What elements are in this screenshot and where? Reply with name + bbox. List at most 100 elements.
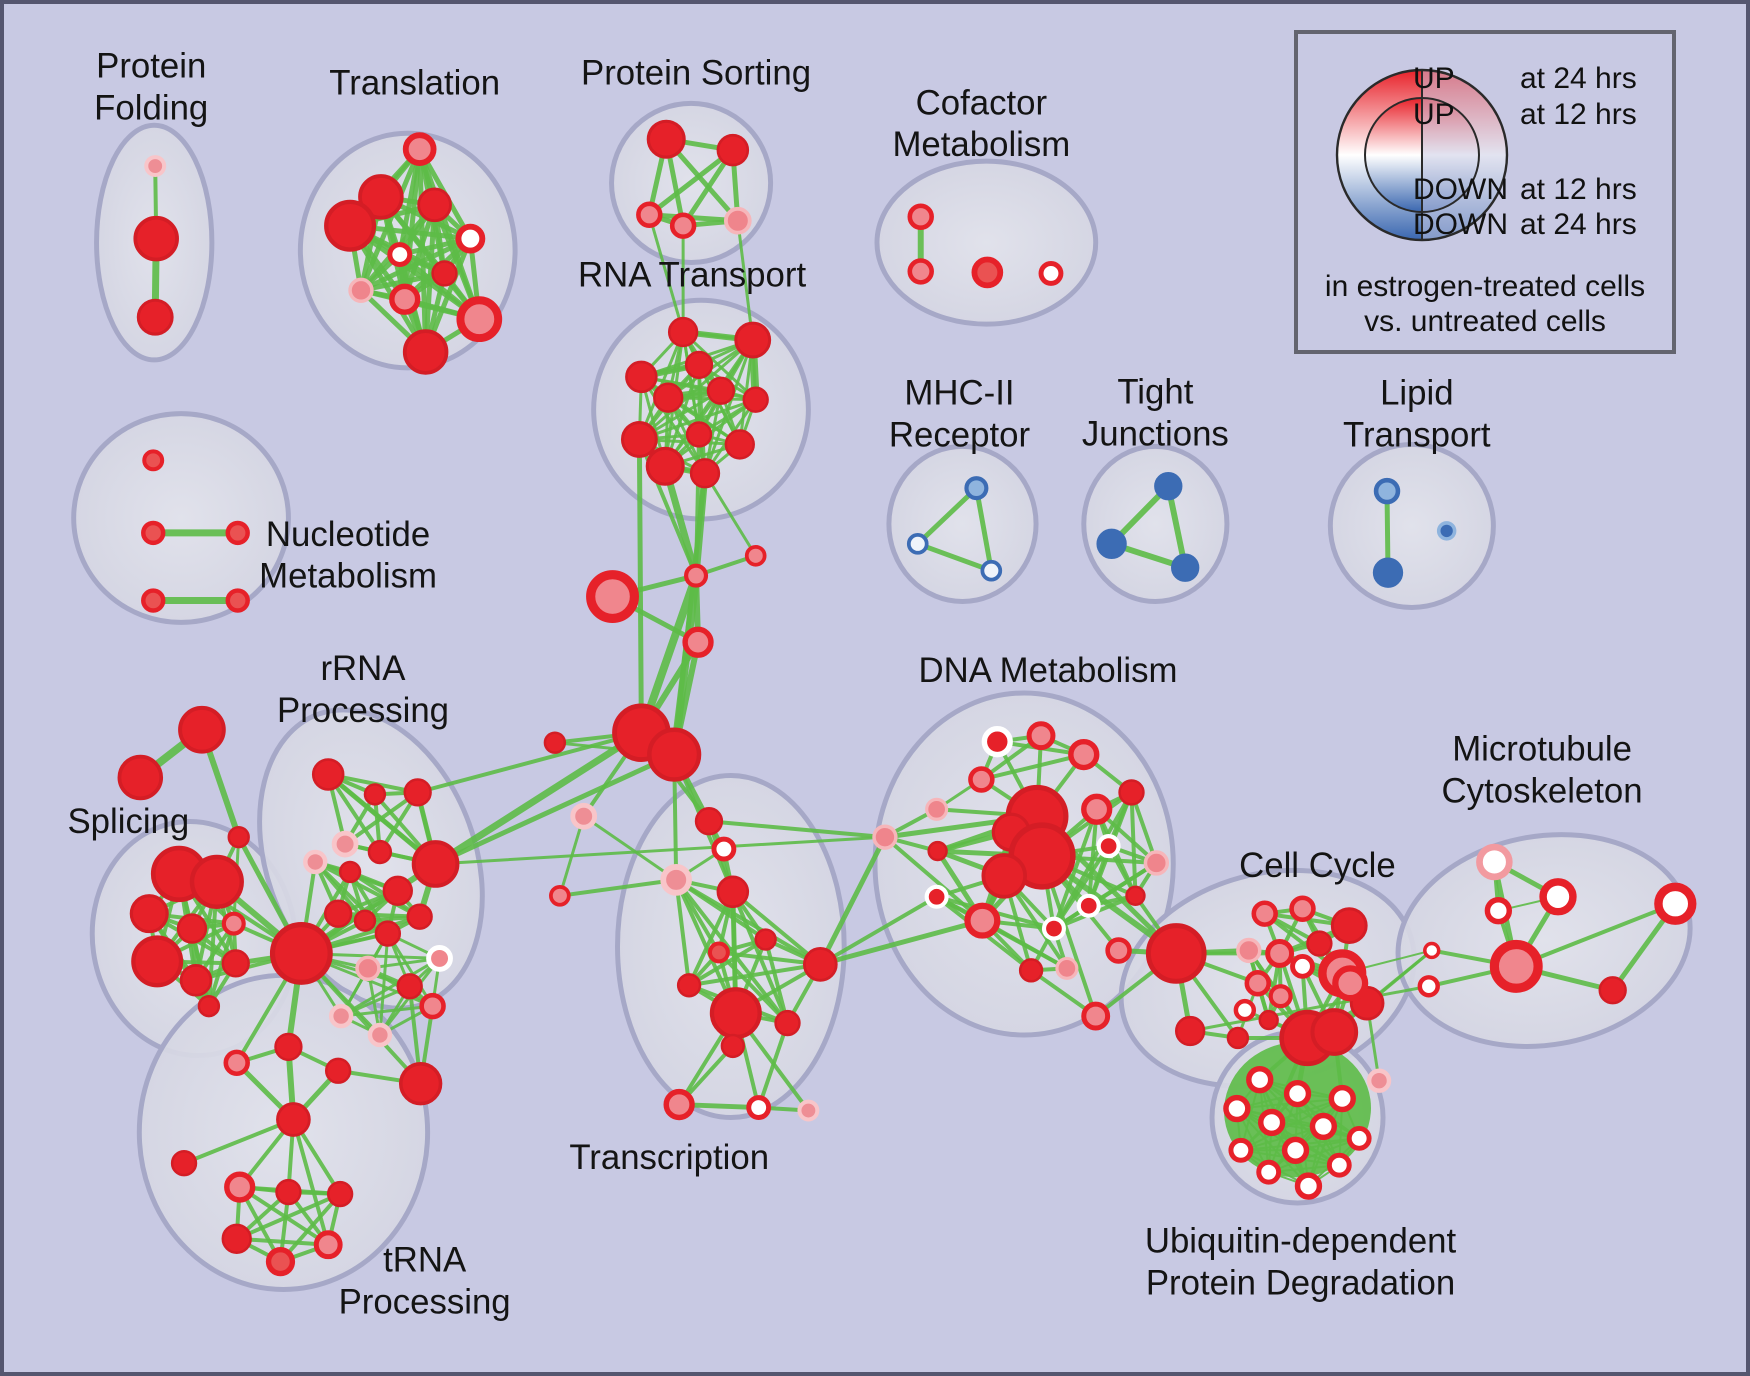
edge-r8-hb2 [433, 752, 677, 867]
node-cc3 [1330, 907, 1368, 945]
edge-ps3-rt1 [647, 213, 685, 334]
node-cc4 [1306, 930, 1333, 957]
edge-tc7-tc11 [716, 950, 790, 1026]
edge-c6-tc3 [582, 814, 678, 882]
cluster-transcription-ellipse [615, 773, 847, 1120]
node-d23 [1105, 937, 1132, 964]
node-t11 [402, 329, 449, 375]
node-m1 [964, 476, 989, 501]
node-l2 [1372, 557, 1404, 588]
node-s12 [197, 994, 221, 1018]
edge-d3-d4 [979, 752, 1086, 782]
node-n1 [142, 449, 165, 472]
edge-tc3-tc10 [674, 877, 823, 967]
legend-row-down-24: DOWN at 24 hrs [1298, 208, 1672, 244]
node-tr7 [275, 1178, 302, 1206]
node-db2 [1174, 1015, 1206, 1047]
node-r20 [398, 1062, 443, 1106]
cluster-transcription-label: Transcription [569, 1139, 769, 1177]
edge-r8-d6 [434, 835, 887, 866]
cluster-ubiquitin-degradation-label: Ubiquitin-dependent [1145, 1223, 1457, 1261]
node-tr4 [276, 1102, 311, 1137]
node-d3 [1068, 738, 1100, 771]
edge-tc3-tc8 [674, 877, 692, 988]
node-d7 [927, 840, 948, 862]
node-rt11 [645, 446, 685, 486]
cluster-lipid-transport-label: Transport [1343, 416, 1491, 454]
node-u13 [1366, 1068, 1392, 1093]
node-tc9 [709, 987, 762, 1040]
edge-m1-m2 [915, 485, 979, 547]
edge-tc8-tc10 [687, 962, 823, 988]
node-cc11 [1233, 998, 1257, 1022]
cluster-lipid-transport-label: Lipid [1380, 375, 1454, 413]
node-tj1 [1154, 472, 1183, 501]
node-u4 [1328, 1084, 1356, 1113]
node-cc14 [1310, 1008, 1359, 1056]
edge-r3-hb1 [415, 730, 644, 795]
node-d19 [1055, 956, 1079, 980]
node-d17 [1041, 916, 1066, 941]
node-cc1 [1251, 900, 1278, 927]
node-u7 [1346, 1125, 1372, 1151]
node-tc13 [663, 1088, 695, 1121]
cluster-cofactor-metabolism-label: Cofactor [916, 84, 1047, 122]
node-ps3 [636, 201, 663, 229]
node-cc10 [1268, 984, 1293, 1009]
cluster-mhc-ii-receptor-ellipse [886, 443, 1039, 604]
node-n2 [141, 520, 166, 546]
edge-tr4-tr11 [291, 1117, 331, 1247]
node-d2 [1026, 721, 1056, 751]
node-tr1 [223, 1049, 250, 1077]
cluster-translation-label: Translation [329, 64, 500, 102]
edge-rt1-rt7 [681, 330, 758, 402]
edge-t7-t8 [358, 270, 448, 293]
cluster-protein-folding-label: Protein [96, 48, 206, 86]
node-r11 [353, 909, 377, 932]
node-pf1 [144, 155, 167, 178]
node-t2 [358, 174, 404, 220]
node-rt4 [684, 350, 714, 380]
node-r1 [311, 758, 345, 791]
node-s7 [176, 913, 208, 944]
edge-m1-m3 [973, 485, 994, 574]
node-cc17 [1332, 965, 1369, 1002]
node-mt1 [1476, 843, 1513, 881]
node-t7 [431, 260, 458, 287]
legend-time-label: at 24 hrs [1520, 62, 1637, 95]
node-t3 [417, 187, 452, 223]
node-d15 [964, 902, 1001, 939]
node-cc6 [1265, 939, 1295, 968]
node-ps5 [723, 206, 752, 235]
node-d6 [872, 824, 898, 850]
cluster-tight-junctions-label: Junctions [1082, 415, 1229, 453]
node-rt9 [620, 421, 658, 458]
edge-rt7-rt9 [637, 398, 758, 441]
edge-tc10-d14 [818, 894, 939, 967]
node-s6 [129, 894, 169, 934]
edge-tr8-tr10 [278, 1192, 343, 1264]
node-c1 [684, 563, 709, 588]
legend-row-up-24: UP at 24 hrs [1298, 62, 1672, 98]
legend-direction-label: UP [1413, 62, 1455, 95]
cluster-rna-transport-label: RNA Transport [578, 256, 806, 294]
node-r13 [406, 903, 433, 930]
node-ps2 [716, 133, 750, 167]
edge-mt5-mt8 [1514, 901, 1678, 969]
node-mt5 [1489, 939, 1543, 993]
node-rt5 [653, 382, 684, 413]
cluster-ubiquitin-degradation-label: Protein Degradation [1146, 1264, 1455, 1302]
node-mt6 [1417, 975, 1440, 998]
node-tc15 [797, 1099, 820, 1122]
node-d14 [924, 884, 949, 909]
cluster-nucleotide-metabolism-label: Metabolism [259, 558, 437, 596]
cluster-microtubule-cytoskeleton-label: Microtubule [1452, 731, 1632, 769]
node-tr5 [170, 1150, 198, 1177]
node-u11 [1256, 1159, 1282, 1185]
legend-direction-label: DOWN [1413, 173, 1508, 206]
node-tr6 [224, 1171, 256, 1203]
node-s1 [178, 705, 226, 754]
legend-glyph [1335, 68, 1510, 242]
